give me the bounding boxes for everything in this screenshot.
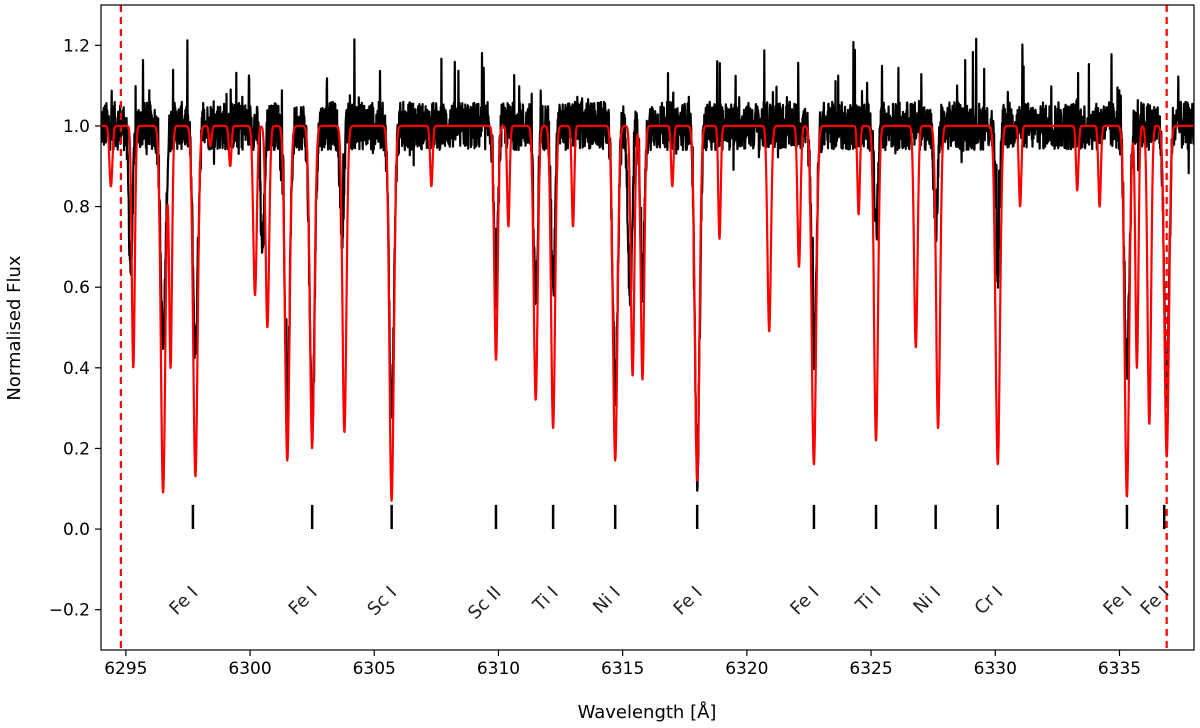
y-tick-label: 1.2	[63, 36, 90, 56]
x-tick-label: 6315	[601, 659, 644, 679]
x-tick-label: 6300	[228, 659, 271, 679]
x-axis-label: Wavelength [Å]	[578, 701, 717, 723]
plot-background	[101, 5, 1194, 650]
y-tick-label: 0.6	[63, 278, 90, 298]
x-axis: 6295 6300 6305 6310 6315 6320 6325 6330 6335	[104, 650, 1141, 679]
plot-frame	[100, 4, 1195, 651]
y-tick-label: −0.2	[49, 601, 90, 621]
x-tick-label: 6305	[353, 659, 396, 679]
y-axis-label: Normalised Flux	[4, 255, 25, 400]
x-tick-label: 6310	[477, 659, 520, 679]
x-tick-label: 6335	[1098, 659, 1141, 679]
x-tick-label: 6295	[104, 659, 147, 679]
y-tick-label: 0.2	[63, 439, 90, 459]
model-spectrum-line	[101, 124, 1194, 502]
x-tick-label: 6330	[974, 659, 1017, 679]
series-layer	[101, 37, 1194, 502]
y-tick-label: 0.8	[63, 198, 90, 218]
y-tick-label: 0.4	[63, 359, 90, 379]
x-tick-label: 6320	[725, 659, 768, 679]
x-tick-label: 6325	[849, 659, 892, 679]
y-tick-label: 0.0	[63, 520, 90, 540]
y-axis: −0.2 0.0 0.2 0.4 0.6 0.8 1.0 1.2	[49, 36, 101, 621]
y-tick-label: 1.0	[63, 117, 90, 137]
